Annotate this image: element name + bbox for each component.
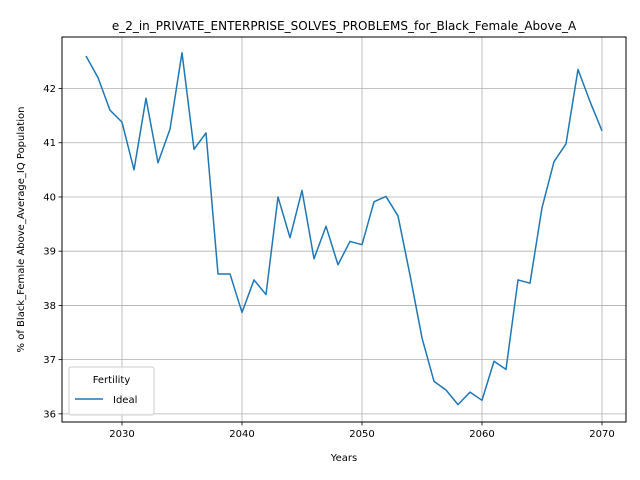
x-tick-label: 2050: [349, 429, 374, 440]
x-axis-label: Years: [330, 453, 357, 464]
legend: Fertility Ideal: [69, 367, 154, 415]
series-line-ideal: [86, 53, 602, 405]
y-axis-label: % of Black_Female Above_Average_IQ Popul…: [16, 107, 27, 353]
y-tick-label: 42: [43, 84, 56, 95]
y-tick-label: 36: [43, 409, 56, 420]
x-axis-ticks: 2030 2040 2050 2060 2070: [109, 422, 614, 440]
plot-area: [62, 37, 626, 422]
x-tick-label: 2070: [589, 429, 614, 440]
y-tick-label: 40: [43, 192, 56, 203]
grid-lines: [62, 37, 626, 422]
chart-title: e_2_in_PRIVATE_ENTERPRISE_SOLVES_PROBLEM…: [112, 19, 577, 33]
legend-label: Ideal: [113, 395, 137, 406]
y-tick-label: 39: [43, 247, 56, 258]
x-tick-label: 2030: [109, 429, 134, 440]
x-tick-label: 2040: [229, 429, 254, 440]
x-tick-label: 2060: [469, 429, 494, 440]
y-axis-ticks: 36 37 38 39 40 41 42: [43, 84, 62, 420]
y-tick-label: 37: [43, 355, 56, 366]
legend-title: Fertility: [93, 375, 131, 386]
series-lines: [86, 53, 602, 405]
y-tick-label: 38: [43, 301, 56, 312]
y-tick-label: 41: [43, 138, 56, 149]
